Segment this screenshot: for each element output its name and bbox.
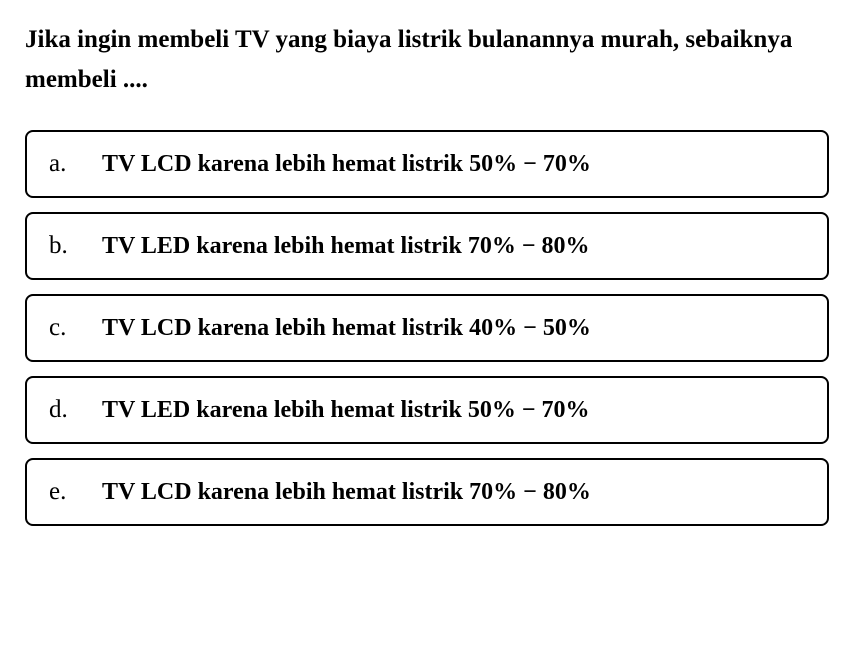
option-text: TV LCD karena lebih hemat listrik 50% − … (102, 151, 591, 178)
option-text: TV LED karena lebih hemat listrik 50% − … (102, 397, 590, 424)
question-text: Jika ingin membeli TV yang biaya listrik… (25, 20, 829, 100)
option-c[interactable]: c. TV LCD karena lebih hemat listrik 40%… (25, 294, 829, 362)
option-text: TV LED karena lebih hemat listrik 70% − … (102, 233, 590, 260)
option-d[interactable]: d. TV LED karena lebih hemat listrik 50%… (25, 376, 829, 444)
options-container: a. TV LCD karena lebih hemat listrik 50%… (25, 130, 829, 526)
option-letter: a. (49, 150, 74, 178)
option-letter: b. (49, 232, 74, 260)
option-letter: c. (49, 314, 74, 342)
option-text: TV LCD karena lebih hemat listrik 70% − … (102, 479, 591, 506)
option-text: TV LCD karena lebih hemat listrik 40% − … (102, 315, 591, 342)
option-b[interactable]: b. TV LED karena lebih hemat listrik 70%… (25, 212, 829, 280)
option-letter: e. (49, 478, 74, 506)
option-letter: d. (49, 396, 74, 424)
option-a[interactable]: a. TV LCD karena lebih hemat listrik 50%… (25, 130, 829, 198)
option-e[interactable]: e. TV LCD karena lebih hemat listrik 70%… (25, 458, 829, 526)
